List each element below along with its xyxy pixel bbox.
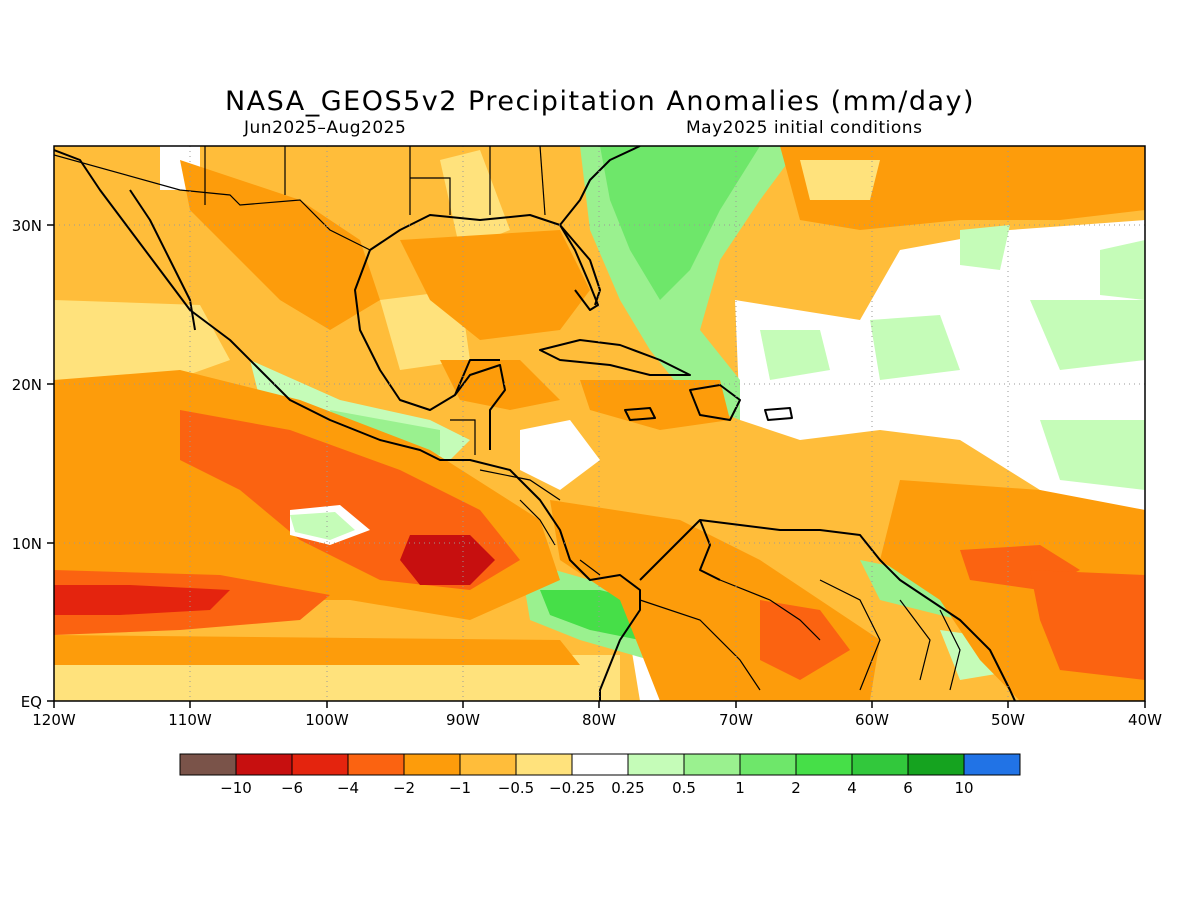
colorbar-swatch [739,753,797,776]
light-wet-region [760,330,830,380]
chart-title: NASA_GEOS5v2 Precipitation Anomalies (mm… [224,86,976,117]
colorbar-label: 0.25 [611,779,644,797]
dry-region [180,160,380,330]
colorbar-label: −4 [337,779,359,797]
colorbar-label: −10 [220,779,252,797]
colorbar-label: 2 [791,779,801,797]
latitude-labels: EQ 10N 20N 30N [12,217,42,711]
colorbar-label: −1 [449,779,471,797]
strong-dry-region [400,535,495,585]
colorbar-swatch [963,753,1021,776]
colorbar-swatch [179,753,237,776]
lon-label: 100W [305,711,349,729]
longitude-labels: 120W 110W 100W 90W 80W 70W 60W 50W 40W [32,711,1162,729]
colorbar-label: −6 [281,779,303,797]
lon-label: 110W [168,711,212,729]
colorbar-swatch [571,753,629,776]
lat-label: EQ [21,693,42,711]
light-dry-region [440,150,510,250]
colorbar-swatch [459,753,517,776]
colorbar-label: −0.25 [549,779,595,797]
colorbar-swatch [907,753,965,776]
lon-label: 40W [1128,711,1162,729]
lon-label: 60W [855,711,889,729]
colorbar-swatch [683,753,741,776]
light-wet-region [1100,240,1145,300]
neutral-region [520,420,600,490]
light-wet-region [870,315,960,380]
colorbar-label: 6 [903,779,913,797]
political-borders [54,146,961,691]
light-wet-region [1040,420,1145,490]
dry-region [1030,570,1145,680]
lat-label: 20N [12,376,42,394]
dry-region [440,360,560,410]
light-dry-region [800,160,880,200]
colorbar-swatch [515,753,573,776]
lat-label: 10N [12,535,42,553]
colorbar-swatch [627,753,685,776]
wet-region [600,146,760,300]
colorbar-label: −2 [393,779,415,797]
lon-label: 90W [446,711,480,729]
lon-label: 70W [719,711,753,729]
dry-region [760,600,850,680]
initial-conditions: May2025 initial conditions [686,118,923,138]
dry-region [580,380,730,430]
colorbar-swatch [851,753,909,776]
colorbar-label: 0.5 [672,779,696,797]
light-dry-region [54,300,230,385]
light-dry-region [54,655,620,701]
neutral-region [290,512,355,540]
coastlines [54,146,1016,701]
strong-dry-region [54,585,230,615]
light-wet-region [1030,300,1145,370]
lon-label: 80W [582,711,616,729]
colorbar: −10 −6 −4 −2 −1 −0.5 −0.25 0.25 0.5 1 2 4 6 10 [179,753,1021,797]
lon-label: 120W [32,711,76,729]
light-wet-region [960,225,1010,270]
forecast-period: Jun2025–Aug2025 [244,118,407,138]
dry-region [400,230,590,340]
anomaly-field [54,146,1145,701]
graticule [54,146,1145,701]
lon-label: 50W [991,711,1025,729]
colorbar-label: 1 [735,779,745,797]
lat-label: 30N [12,217,42,235]
wet-region [540,590,640,640]
colorbar-label: 4 [847,779,857,797]
colorbar-swatch [403,753,461,776]
colorbar-label: 10 [954,779,973,797]
colorbar-swatch [291,753,349,776]
colorbar-label: −0.5 [498,779,534,797]
strong-dry-region [54,635,580,665]
colorbar-swatch [347,753,405,776]
colorbar-swatch [795,753,853,776]
colorbar-swatch [235,753,293,776]
